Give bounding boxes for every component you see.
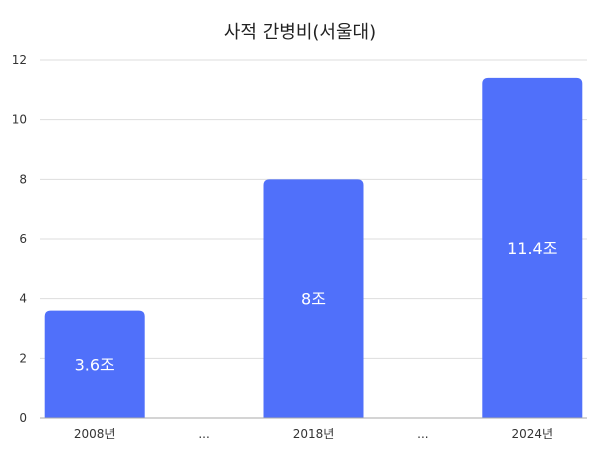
data-label: 3.6조: [75, 355, 115, 374]
x-axis-ticks: 2008년... 2018년... 2024년: [74, 427, 553, 441]
data-label: 8조: [301, 290, 326, 309]
y-tick-label: 0: [19, 411, 27, 425]
y-tick-label: 4: [19, 292, 27, 306]
y-axis-ticks: 0 2 4 6 8 10 12: [12, 53, 27, 425]
y-tick-label: 6: [19, 232, 27, 246]
bar-2024년: [482, 77, 583, 419]
data-labels: 3.6조 8조 11.4조: [75, 239, 558, 374]
data-label: 11.4조: [507, 239, 557, 258]
x-tick-label: 2008년: [74, 427, 116, 441]
x-tick-label: 2018년: [293, 427, 335, 441]
y-tick-label: 8: [19, 172, 27, 186]
bar-2008년: [44, 310, 145, 418]
x-tick-label: ...: [198, 427, 209, 441]
bar-2018년: [263, 179, 364, 418]
y-tick-label: 10: [12, 113, 27, 127]
x-tick-label: 2024년: [512, 427, 554, 441]
x-tick-label: ...: [417, 427, 428, 441]
chart-title: 사적 간병비(서울대): [223, 22, 377, 43]
bars: [44, 77, 583, 419]
y-tick-label: 12: [12, 53, 27, 67]
y-tick-label: 2: [19, 351, 27, 365]
